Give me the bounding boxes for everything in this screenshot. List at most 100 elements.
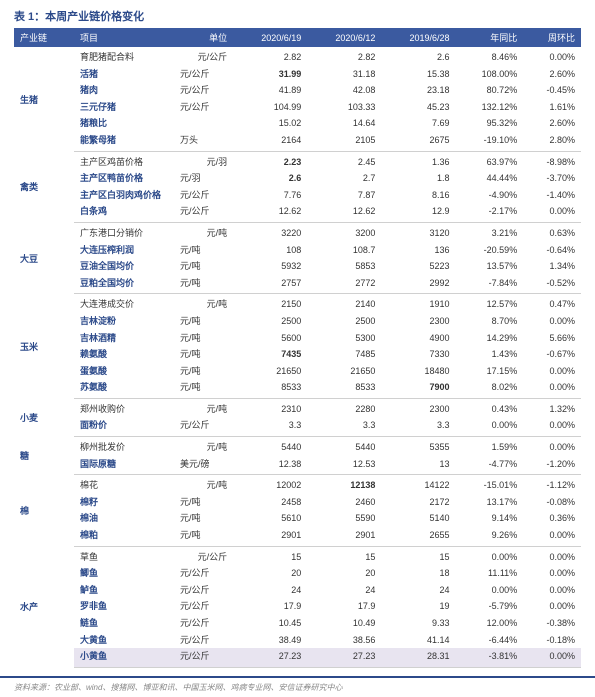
data-cell: 5223 <box>381 258 455 275</box>
category-cell: 小麦 <box>14 398 74 436</box>
data-cell: 13.57% <box>456 258 524 275</box>
data-cell: 棉粕 <box>74 527 174 546</box>
data-cell: 12.62 <box>233 203 307 222</box>
data-cell: 1.8 <box>381 170 455 187</box>
data-cell: 7900 <box>381 379 455 398</box>
data-cell: 1910 <box>381 294 455 313</box>
data-cell: 2992 <box>381 275 455 294</box>
data-cell: 1.36 <box>381 151 455 170</box>
table-row: 小麦郑州收购价元/吨2310228023000.43%1.32% <box>14 398 581 417</box>
header-row: 产业链项目单位2020/6/192020/6/122019/6/28年同比周环比 <box>14 28 581 47</box>
col-header: 项目 <box>74 28 174 47</box>
data-cell: 元/羽 <box>174 151 233 170</box>
data-cell: 7.87 <box>307 187 381 204</box>
data-cell: 鲈鱼 <box>74 582 174 599</box>
data-cell: 2.82 <box>233 47 307 66</box>
data-cell: 15.02 <box>233 115 307 132</box>
data-cell: 136 <box>381 242 455 259</box>
table-row: 主产区鸭苗价格元/羽2.62.71.844.44%-3.70% <box>14 170 581 187</box>
data-cell: 1.34% <box>523 258 581 275</box>
table-row: 鲢鱼元/公斤10.4510.499.3312.00%-0.38% <box>14 615 581 632</box>
data-cell: 白条鸡 <box>74 203 174 222</box>
data-cell: 元/吨 <box>174 437 233 456</box>
data-cell: 元/吨 <box>174 510 233 527</box>
data-cell: 2675 <box>381 132 455 151</box>
data-cell: 2901 <box>307 527 381 546</box>
data-cell: 15 <box>307 546 381 565</box>
data-cell: 17.15% <box>456 363 524 380</box>
data-cell: 2458 <box>233 494 307 511</box>
data-cell: 5932 <box>233 258 307 275</box>
data-cell <box>174 115 233 132</box>
data-cell: 10.49 <box>307 615 381 632</box>
data-cell: 5.66% <box>523 330 581 347</box>
data-cell: 元/公斤 <box>174 615 233 632</box>
data-cell: -0.45% <box>523 82 581 99</box>
data-cell: -15.01% <box>456 475 524 494</box>
data-cell: 2.80% <box>523 132 581 151</box>
data-cell: 主产区白羽肉鸡价格 <box>74 187 174 204</box>
data-cell: 0.00% <box>523 527 581 546</box>
data-cell: -1.40% <box>523 187 581 204</box>
data-cell: 元/吨 <box>174 330 233 347</box>
data-cell: 2164 <box>233 132 307 151</box>
data-cell: 7485 <box>307 346 381 363</box>
data-cell: 棉花 <box>74 475 174 494</box>
table-row: 糖柳州批发价元/吨5440544053551.59%0.00% <box>14 437 581 456</box>
data-cell: 5440 <box>233 437 307 456</box>
data-cell: 0.00% <box>523 437 581 456</box>
table-row: 主产区白羽肉鸡价格元/公斤7.767.878.16-4.90%-1.40% <box>14 187 581 204</box>
table-row: 吉林酒精元/吨56005300490014.29%5.66% <box>14 330 581 347</box>
category-cell: 生猪 <box>14 47 74 151</box>
data-cell: 大黄鱼 <box>74 632 174 649</box>
data-cell: 面粉价 <box>74 417 174 436</box>
data-cell: 20 <box>233 565 307 582</box>
data-cell: 19 <box>381 598 455 615</box>
data-cell: 18 <box>381 565 455 582</box>
data-cell: 4900 <box>381 330 455 347</box>
data-cell: 小黄鱼 <box>74 648 174 667</box>
data-cell: 棉籽 <box>74 494 174 511</box>
data-cell: 12.57% <box>456 294 524 313</box>
data-cell: 44.44% <box>456 170 524 187</box>
table-row: 猪肉元/公斤41.8942.0823.1880.72%-0.45% <box>14 82 581 99</box>
data-cell: 15 <box>233 546 307 565</box>
data-cell: 1.43% <box>456 346 524 363</box>
data-cell: 2.23 <box>233 151 307 170</box>
data-cell: -19.10% <box>456 132 524 151</box>
data-cell: 元/吨 <box>174 527 233 546</box>
data-cell: 10.45 <box>233 615 307 632</box>
table-row: 鲫鱼元/公斤20201811.11%0.00% <box>14 565 581 582</box>
table-row: 面粉价元/公斤3.33.33.30.00%0.00% <box>14 417 581 436</box>
table-row: 豆油全国均价元/吨59325853522313.57%1.34% <box>14 258 581 275</box>
data-cell: 2772 <box>307 275 381 294</box>
data-cell: 0.63% <box>523 222 581 241</box>
data-cell: 元/吨 <box>174 275 233 294</box>
category-cell: 禽类 <box>14 151 74 222</box>
col-header: 周环比 <box>523 28 581 47</box>
data-cell: 3.3 <box>233 417 307 436</box>
data-cell: 元/吨 <box>174 379 233 398</box>
data-cell: 108.7 <box>307 242 381 259</box>
data-cell: 主产区鸡苗价格 <box>74 151 174 170</box>
data-cell: 2150 <box>233 294 307 313</box>
table-row: 棉棉花元/吨120021213814122-15.01%-1.12% <box>14 475 581 494</box>
data-cell: 41.14 <box>381 632 455 649</box>
data-cell: 13.17% <box>456 494 524 511</box>
data-cell: 元/吨 <box>174 313 233 330</box>
data-cell: 12.53 <box>307 456 381 475</box>
data-cell: 元/吨 <box>174 363 233 380</box>
table-row: 活猪元/公斤31.9931.1815.38108.00%2.60% <box>14 66 581 83</box>
col-header: 年同比 <box>456 28 524 47</box>
data-cell: 23.18 <box>381 82 455 99</box>
data-cell: 24 <box>307 582 381 599</box>
data-cell: 元/羽 <box>174 170 233 187</box>
data-cell: 108 <box>233 242 307 259</box>
table-row: 白条鸡元/公斤12.6212.6212.9-2.17%0.00% <box>14 203 581 222</box>
data-cell: 2757 <box>233 275 307 294</box>
data-cell: 0.00% <box>523 582 581 599</box>
footer-source: 资料来源：农业部、wind、搜猪网、博亚和讯、中国玉米网、鸡病专业网、安信证券研… <box>0 678 595 697</box>
category-cell: 大豆 <box>14 222 74 293</box>
data-cell: 0.00% <box>523 565 581 582</box>
data-cell: 鲢鱼 <box>74 615 174 632</box>
